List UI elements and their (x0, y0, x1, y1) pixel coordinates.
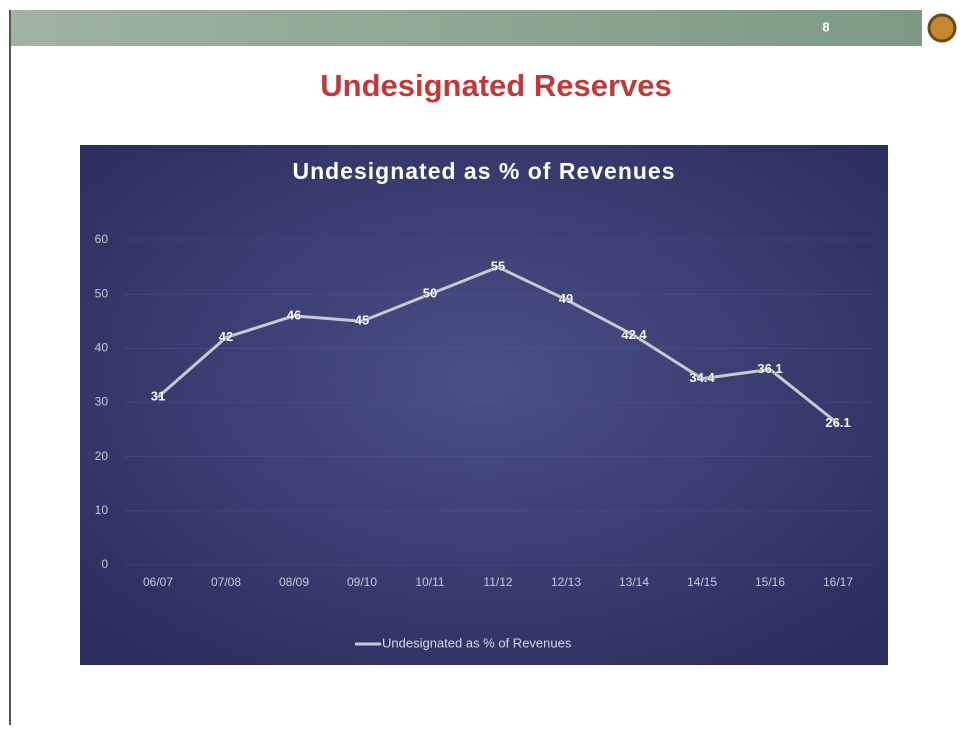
data-label: 26.1 (825, 415, 850, 430)
y-tick-label: 50 (95, 286, 109, 300)
x-tick-label: 11/12 (483, 575, 512, 589)
x-tick-label: 15/16 (755, 575, 785, 589)
y-tick-label: 0 (101, 557, 108, 571)
series-line (157, 265, 839, 425)
data-label: 49 (559, 291, 573, 306)
y-tick-label: 40 (95, 341, 109, 355)
data-label: 55 (491, 259, 505, 274)
data-label: 34.4 (689, 370, 715, 385)
legend-label: Undesignated as % of Revenues (382, 635, 572, 650)
x-tick-label: 16/17 (823, 575, 853, 589)
data-label: 31 (151, 389, 165, 404)
y-tick-label: 30 (95, 395, 109, 409)
y-tick-label: 10 (95, 503, 109, 517)
data-label: 42.4 (621, 327, 647, 342)
data-label: 36.1 (757, 361, 782, 376)
slide-title: Undesignated Reserves (320, 68, 671, 103)
x-tick-label: 14/15 (687, 575, 717, 589)
y-tick-label: 60 (95, 232, 109, 246)
page-number: 8 (822, 19, 829, 34)
chart-title: Undesignated as % of Revenues (292, 158, 675, 184)
x-tick-label: 09/10 (347, 575, 377, 589)
x-tick-label: 07/08 (211, 575, 241, 589)
data-label: 42 (219, 329, 233, 344)
x-tick-label: 06/07 (143, 575, 173, 589)
x-tick-label: 13/14 (619, 575, 649, 589)
logo (927, 13, 957, 43)
y-tick-label: 20 (95, 449, 109, 463)
x-tick-label: 10/11 (415, 575, 444, 589)
data-label: 50 (423, 286, 437, 301)
header-band (10, 10, 922, 46)
data-label: 46 (287, 307, 301, 322)
x-tick-label: 12/13 (551, 575, 581, 589)
x-tick-label: 08/09 (279, 575, 309, 589)
chart-area (80, 145, 888, 665)
data-label: 45 (355, 313, 369, 328)
